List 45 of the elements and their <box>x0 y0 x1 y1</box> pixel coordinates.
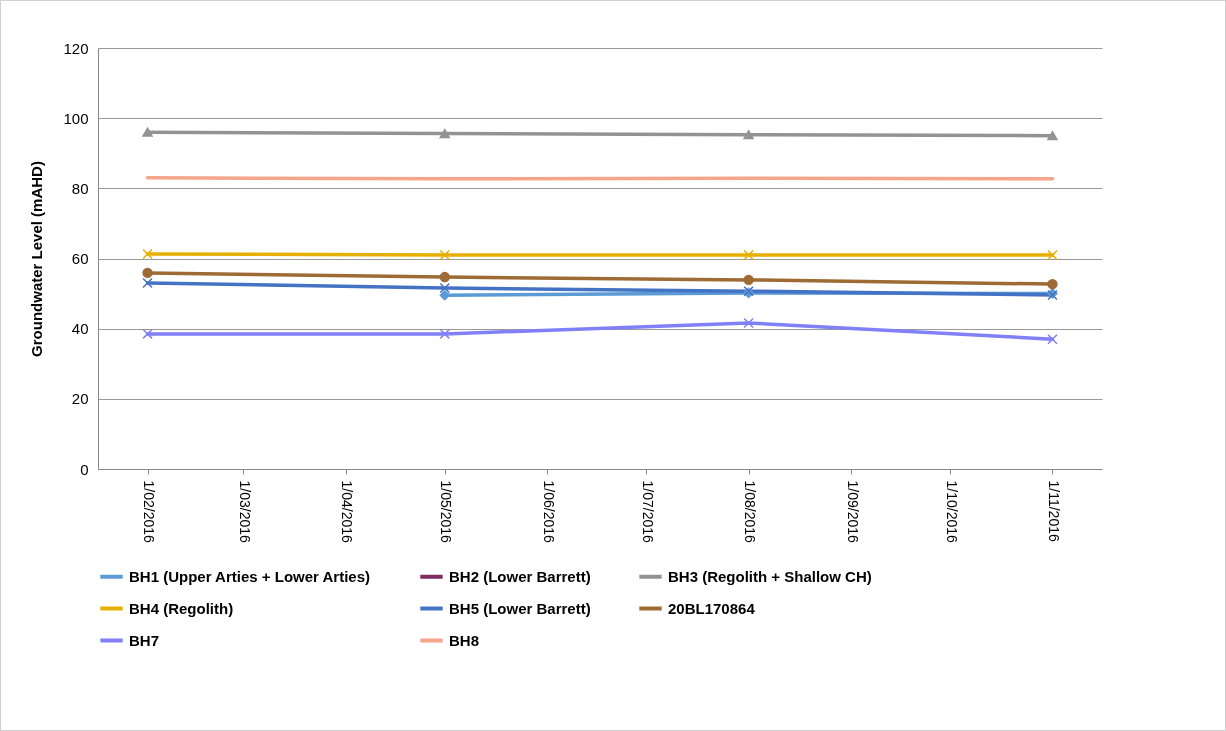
legend-label: BH2 (Lower Barrett) <box>449 567 591 585</box>
legend-label: BH7 <box>129 631 160 649</box>
point <box>439 282 450 294</box>
point <box>439 249 450 261</box>
x-tick-label: 1/05/2016 <box>438 480 455 543</box>
legend-label: BH1 (Upper Arties + Lower Arties) <box>129 567 371 585</box>
y-tick-label: 0 <box>80 460 89 478</box>
point <box>439 271 450 283</box>
point <box>743 317 754 329</box>
y-tick-label: 40 <box>71 320 89 338</box>
point <box>142 328 153 340</box>
x-tick-label: 1/03/2016 <box>236 480 253 543</box>
x-tick-label: 1/04/2016 <box>339 480 356 543</box>
point <box>1047 249 1058 261</box>
point <box>1047 278 1058 290</box>
x-tick-label: 1/11/2016 <box>1045 480 1062 542</box>
point <box>142 277 153 289</box>
legend-label: BH5 (Lower Barrett) <box>449 599 591 617</box>
point <box>1047 131 1058 141</box>
x-tick-label: 1/09/2016 <box>844 480 861 543</box>
point <box>439 328 450 340</box>
point <box>439 128 450 139</box>
x-tick-label: 1/06/2016 <box>540 480 557 543</box>
point <box>1047 333 1058 345</box>
y-tick-label: 60 <box>71 250 89 267</box>
x-tick-label: 1/07/2016 <box>639 480 656 543</box>
x-tick-label: 1/08/2016 <box>742 480 759 543</box>
legend-label: BH8 <box>449 631 480 649</box>
y-tick-label: 80 <box>71 179 89 197</box>
x-tick-label: 1/02/2016 <box>141 480 158 543</box>
x-tick-label: 1/10/2016 <box>943 480 960 543</box>
point <box>142 248 153 260</box>
point <box>743 249 754 261</box>
legend-label: BH3 (Regolith + Shallow CH) <box>668 567 872 585</box>
y-axis-title: Groundwater Level (mAHD) <box>28 161 46 357</box>
y-tick-label: 120 <box>63 39 89 57</box>
point <box>439 290 450 301</box>
legend-label: BH4 (Regolith) <box>129 599 234 617</box>
point <box>142 267 153 279</box>
y-tick-label: 20 <box>71 390 89 408</box>
point <box>142 127 153 137</box>
y-tick-label: 100 <box>63 109 89 127</box>
point <box>743 274 754 286</box>
point <box>743 130 754 140</box>
legend-label: 20BL170864 <box>668 599 756 617</box>
